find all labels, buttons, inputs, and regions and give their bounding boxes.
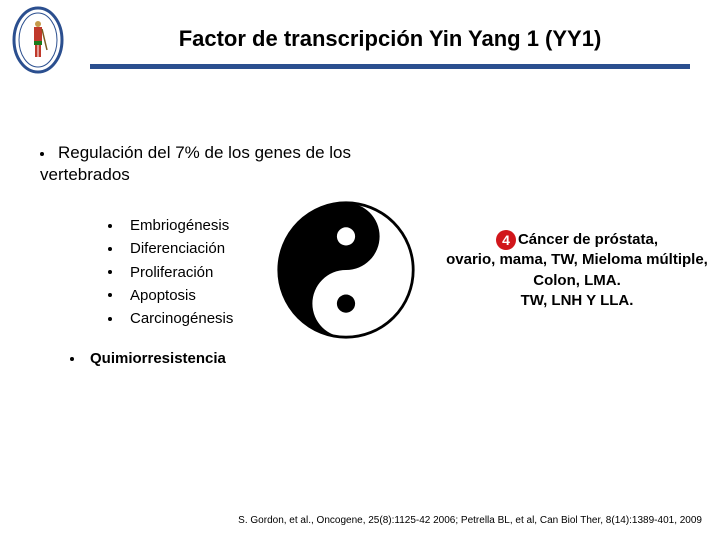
main-bullet: Regulación del 7% de los genes de los ve… (40, 142, 360, 186)
slide-title: Factor de transcripción Yin Yang 1 (YY1) (90, 26, 690, 52)
list-item-label: Carcinogénesis (130, 307, 233, 330)
cancer-line-4: TW, LNH Y LLA. (442, 291, 712, 311)
yin-yang-icon (276, 200, 416, 340)
cancer-line-1: 4Cáncer de próstata, (442, 230, 712, 250)
bullet-dot-icon (108, 270, 112, 274)
bullet-dot-icon (70, 357, 74, 361)
cancer-line-1-text: Cáncer de próstata, (518, 231, 658, 248)
bullet-dot-icon (40, 152, 44, 156)
list-item-label: Diferenciación (130, 237, 225, 260)
main-bullet-text: Regulación del 7% de los genes de los ve… (40, 143, 351, 184)
quimi-label: Quimiorresistencia (90, 350, 226, 367)
sub-bullet-list: Embriogénesis Diferenciación Proliferaci… (108, 214, 233, 330)
cancer-line-4-pre: TW, LNH Y (521, 292, 600, 309)
list-item-label: Apoptosis (130, 284, 196, 307)
slide: Factor de transcripción Yin Yang 1 (YY1)… (0, 0, 720, 540)
citation: S. Gordon, et al., Oncogene, 25(8):1125-… (238, 515, 702, 526)
bullet-dot-icon (108, 224, 112, 228)
list-item: Diferenciación (108, 237, 233, 260)
number-badge: 4 (496, 230, 516, 250)
title-rule (90, 64, 690, 69)
cancer-line-2: ovario, mama, TW, Mieloma múltiple, (442, 250, 712, 270)
list-item: Embriogénesis (108, 214, 233, 237)
list-item-label: Embriogénesis (130, 214, 229, 237)
list-item-label: Proliferación (130, 261, 213, 284)
list-item: Proliferación (108, 261, 233, 284)
list-item: Apoptosis (108, 284, 233, 307)
cancer-line-3: Colon, LMA. (442, 271, 712, 291)
cancer-line-4-bold: LLA. (600, 292, 633, 309)
bullet-dot-icon (108, 293, 112, 297)
list-item: Carcinogénesis (108, 307, 233, 330)
quimi-bullet: Quimiorresistencia (70, 350, 226, 367)
hospital-logo (12, 6, 64, 74)
bullet-dot-icon (108, 317, 112, 321)
bullet-dot-icon (108, 247, 112, 251)
cancer-list: 4Cáncer de próstata, ovario, mama, TW, M… (442, 230, 712, 311)
